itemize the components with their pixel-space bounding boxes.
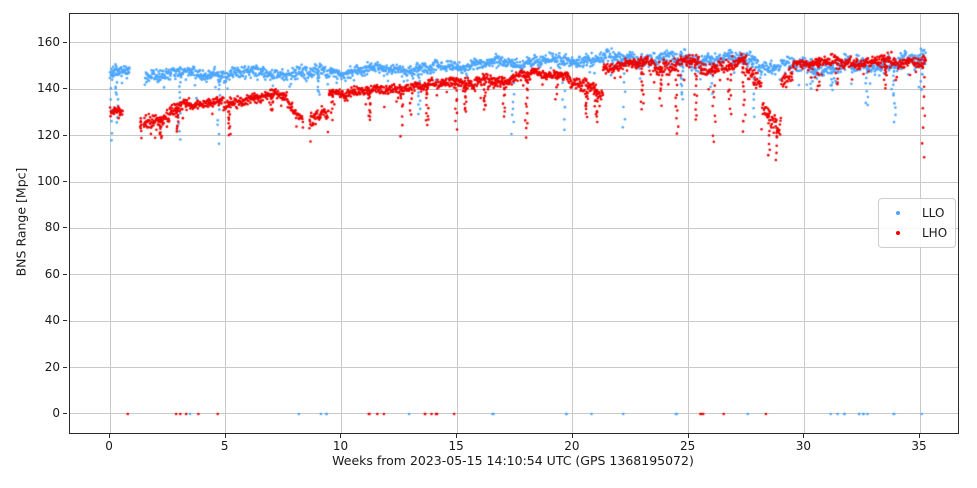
x-tick-mark <box>687 434 689 438</box>
y-tick-mark <box>63 273 67 275</box>
y-tick-mark <box>63 134 67 136</box>
y-tick-label: 140 <box>37 81 60 96</box>
x-tick-mark <box>224 434 226 438</box>
legend: LLO LHO <box>878 198 956 248</box>
y-tick-mark <box>63 412 67 414</box>
x-tick-label: 15 <box>448 439 464 453</box>
x-axis-label: Weeks from 2023-05-15 14:10:54 UTC (GPS … <box>332 453 694 468</box>
y-tick-label: 160 <box>37 34 60 49</box>
legend-label-llo: LLO <box>922 206 945 220</box>
y-tick-mark <box>63 88 67 90</box>
scatter-points-canvas <box>70 14 958 433</box>
y-axis-label: BNS Range [Mpc] <box>13 167 29 277</box>
y-tick-label: 80 <box>44 220 60 235</box>
x-tick-label: 10 <box>332 439 349 453</box>
x-tick-mark <box>571 434 573 438</box>
y-tick-label: 20 <box>44 359 60 374</box>
y-tick-label: 60 <box>44 266 60 281</box>
lho-marker-icon <box>896 231 900 235</box>
y-tick-label: 40 <box>44 313 60 328</box>
x-tick-mark <box>919 434 921 438</box>
y-tick-mark <box>63 320 67 322</box>
y-tick-mark <box>63 41 67 43</box>
x-tick-mark <box>803 434 805 438</box>
y-tick-mark <box>63 181 67 183</box>
y-tick-mark <box>63 227 67 229</box>
x-tick-label: 30 <box>795 439 811 453</box>
x-tick-mark <box>109 434 111 438</box>
legend-entry-lho: LHO <box>879 225 955 242</box>
x-tick-label: 20 <box>564 439 580 453</box>
x-tick-label: 0 <box>105 439 113 453</box>
x-tick-label: 35 <box>911 439 927 453</box>
legend-entry-llo: LLO <box>879 205 955 222</box>
y-tick-label: 120 <box>37 127 60 142</box>
x-tick-mark <box>456 434 458 438</box>
x-tick-label: 5 <box>220 439 229 453</box>
llo-marker-icon <box>896 211 900 215</box>
y-tick-label: 0 <box>52 405 60 420</box>
x-tick-label: 25 <box>679 439 696 453</box>
legend-label-lho: LHO <box>922 226 948 240</box>
y-tick-mark <box>63 366 67 368</box>
plot-area: LLO LHO <box>69 13 959 434</box>
x-tick-mark <box>340 434 342 438</box>
y-tick-label: 100 <box>37 174 60 189</box>
